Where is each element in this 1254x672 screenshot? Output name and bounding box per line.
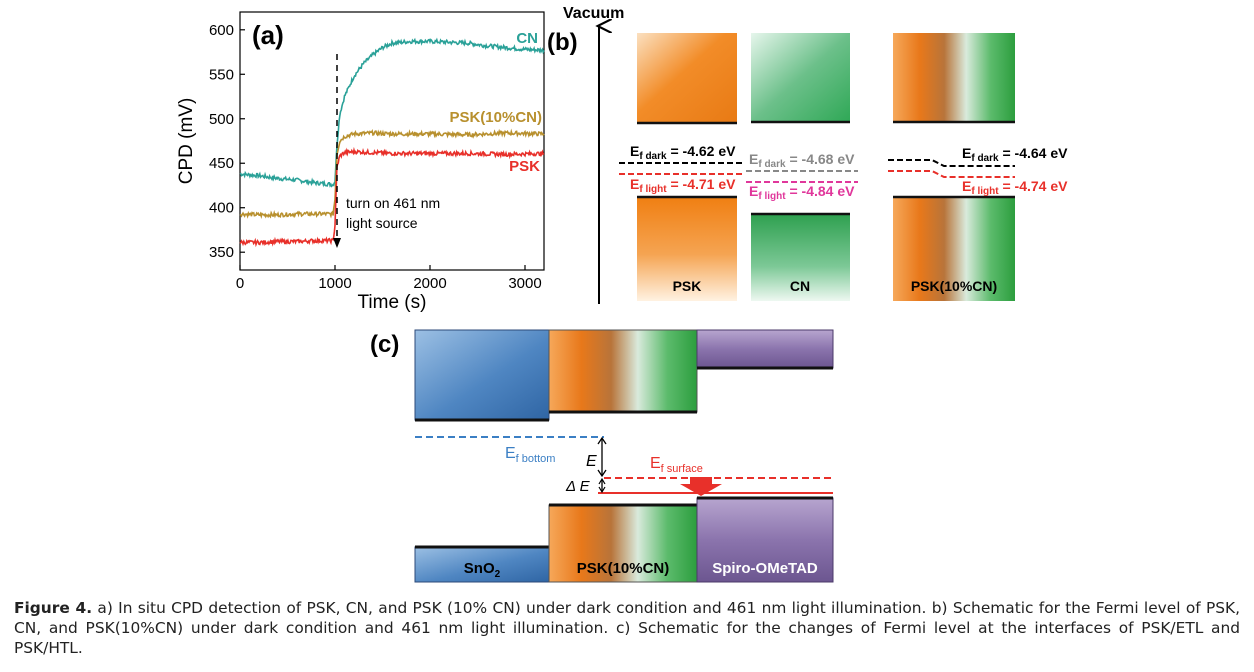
y-tick-label: 550 — [209, 66, 234, 83]
psk-label: PSK — [673, 278, 702, 294]
figure-4: (a) 350 400 450 500 550 600 0 1000 2000 3000 CPD… — [176, 5, 1068, 583]
mix-bottom-band — [893, 197, 1015, 301]
e-down-arrow-icon — [597, 469, 607, 478]
panel-a-label: (a) — [252, 20, 284, 50]
series-group — [239, 37, 545, 248]
ef-bottom-label: Ef bottom — [505, 445, 555, 465]
series-line-cn — [239, 37, 545, 188]
sno2-top-band — [414, 329, 550, 421]
x-tick-label: 2000 — [413, 275, 446, 292]
sno2-label: SnO2 — [464, 560, 501, 580]
y-axis-label: CPD (mV) — [176, 98, 197, 185]
panel-b: (b) Vacuum PSK CN PSK(10%CN) Ef dark = -… — [547, 5, 1068, 304]
legend-psk-10cn: PSK(10%CN) — [449, 109, 542, 126]
x-axis-label: Time (s) — [358, 292, 427, 313]
panel-a: (a) 350 400 450 500 550 600 0 1000 2000 3000 CPD… — [176, 11, 545, 313]
panel-c: (c) SnO2 PSK(10%CN) Spiro-OMeTAD Ef bott… — [370, 329, 834, 583]
psk-bottom-band — [637, 197, 737, 301]
panel-b-label: (b) — [547, 29, 578, 56]
series-line-psk — [239, 146, 545, 248]
cn-dark-label: Ef dark = -4.68 eV — [749, 151, 855, 170]
cn-light-label: Ef light = -4.84 eV — [749, 183, 855, 202]
mix-light-level — [888, 170, 1015, 178]
ef-surface-label: Ef surface — [650, 455, 703, 475]
cn-top-band — [751, 33, 850, 122]
legend-cn: CN — [516, 30, 538, 47]
y-tick-label: 450 — [209, 155, 234, 172]
psk-label-c: PSK(10%CN) — [577, 560, 670, 577]
down-shift-arrow-icon — [680, 477, 722, 496]
delta-e-down-arrow-icon — [598, 486, 606, 494]
mix-dark-label: Ef dark = -4.64 eV — [962, 145, 1068, 164]
mix-label: PSK(10%CN) — [911, 278, 997, 294]
plot-frame — [239, 11, 545, 271]
vacuum-label: Vacuum — [563, 5, 624, 22]
mix-top-band — [893, 33, 1015, 122]
e-label: E — [586, 453, 597, 470]
figure-caption: Figure 4. a) In situ CPD detection of PS… — [14, 598, 1240, 658]
mix-light-label: Ef light = -4.74 eV — [962, 178, 1068, 197]
spiro-bottom-band — [696, 497, 834, 583]
caption-text: a) In situ CPD detection of PSK, CN, and… — [14, 599, 1240, 657]
cn-label: CN — [790, 278, 810, 294]
psk-bottom-band-c — [548, 504, 698, 583]
psk-top-band — [637, 33, 737, 123]
delta-e-up-arrow-icon — [598, 477, 606, 485]
y-tick-label: 600 — [209, 22, 234, 39]
x-tick-label: 0 — [236, 275, 244, 292]
legend-psk: PSK — [509, 158, 540, 175]
y-tick-label: 500 — [209, 111, 234, 128]
series-line-psk-10-cn — [239, 128, 545, 219]
annotation-line-2: light source — [346, 215, 418, 231]
psk-light-label: Ef light = -4.71 eV — [630, 176, 736, 195]
spiro-top-band — [696, 329, 834, 369]
panel-c-label: (c) — [370, 331, 399, 358]
y-tick-label: 350 — [209, 244, 234, 261]
psk-top-band-c — [548, 329, 698, 413]
figure-number: Figure 4. — [14, 599, 93, 617]
annotation-line-1: turn on 461 nm — [346, 195, 440, 211]
e-up-arrow-icon — [597, 436, 607, 445]
y-tick-label: 400 — [209, 200, 234, 217]
x-tick-label: 3000 — [508, 275, 541, 292]
y-axis: 350 400 450 500 550 600 — [209, 22, 245, 261]
mix-dark-level — [888, 159, 1015, 167]
cn-bottom-band — [751, 214, 850, 301]
spiro-label: Spiro-OMeTAD — [712, 560, 818, 577]
x-tick-label: 1000 — [318, 275, 351, 292]
down-arrow-icon — [333, 238, 341, 248]
psk-dark-label: Ef dark = -4.62 eV — [630, 143, 736, 162]
delta-e-label: Δ E — [565, 478, 591, 495]
x-axis: 0 1000 2000 3000 — [236, 265, 542, 292]
